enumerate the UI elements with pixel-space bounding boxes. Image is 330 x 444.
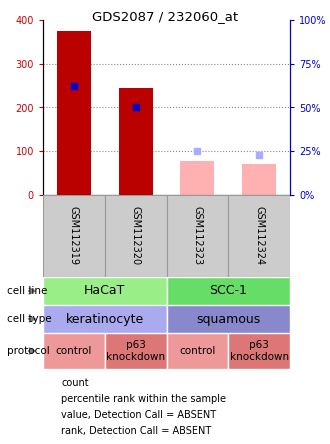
Bar (105, 333, 167, 369)
Text: keratinocyte: keratinocyte (66, 313, 144, 325)
Bar (43, 195, 105, 277)
Bar (167, 305, 290, 333)
Text: control: control (179, 346, 215, 356)
Text: control: control (56, 346, 92, 356)
Text: rank, Detection Call = ABSENT: rank, Detection Call = ABSENT (61, 426, 211, 436)
Text: GSM112323: GSM112323 (192, 206, 202, 266)
Bar (167, 195, 228, 277)
Text: GSM112320: GSM112320 (131, 206, 141, 266)
Bar (57, 31, 91, 195)
Text: percentile rank within the sample: percentile rank within the sample (61, 394, 226, 404)
Bar (119, 88, 152, 195)
Bar (242, 164, 276, 195)
Text: p63
knockdown: p63 knockdown (106, 340, 165, 362)
Bar (228, 195, 290, 277)
Text: squamous: squamous (196, 313, 260, 325)
Text: p63
knockdown: p63 knockdown (230, 340, 289, 362)
Text: value, Detection Call = ABSENT: value, Detection Call = ABSENT (61, 410, 216, 420)
Text: count: count (61, 378, 89, 388)
Text: cell type: cell type (7, 314, 51, 324)
Text: HaCaT: HaCaT (84, 285, 125, 297)
Text: cell line: cell line (7, 286, 47, 296)
Bar (228, 333, 290, 369)
Bar (43, 277, 167, 305)
Text: protocol: protocol (7, 346, 50, 356)
Bar (43, 305, 167, 333)
Bar (105, 195, 167, 277)
Bar (167, 277, 290, 305)
Bar (167, 333, 228, 369)
Text: SCC-1: SCC-1 (209, 285, 247, 297)
Text: GDS2087 / 232060_at: GDS2087 / 232060_at (92, 10, 238, 23)
Text: GSM112319: GSM112319 (69, 206, 79, 266)
Bar (181, 161, 214, 195)
Text: GSM112324: GSM112324 (254, 206, 264, 266)
Bar (43, 333, 105, 369)
